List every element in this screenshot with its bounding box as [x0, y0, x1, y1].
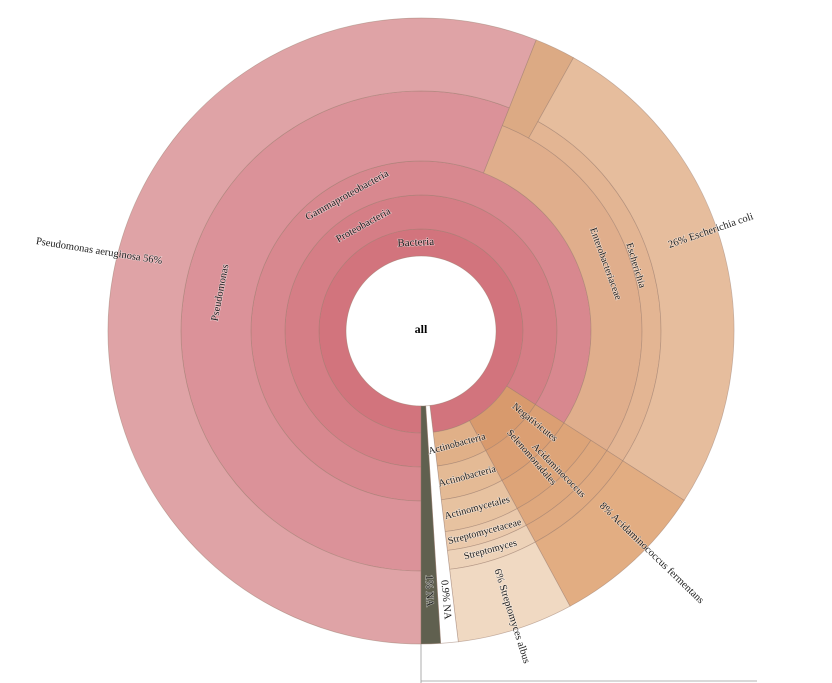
- wedge-layer: [107, 17, 735, 645]
- wedge-na[interactable]: [420, 405, 442, 645]
- na-minor-label: 0.9% NA: [438, 579, 453, 620]
- leader-line-layer: [420, 644, 757, 683]
- wedge-pseudomonas-aeruginosa[interactable]: [107, 17, 537, 645]
- center-circle[interactable]: [347, 257, 495, 405]
- wedge-escherichia-coli[interactable]: [537, 57, 735, 501]
- center-label: all: [415, 322, 428, 336]
- bacteria-label: Bacteria: [397, 236, 434, 250]
- na-label: 1% NA: [423, 575, 435, 608]
